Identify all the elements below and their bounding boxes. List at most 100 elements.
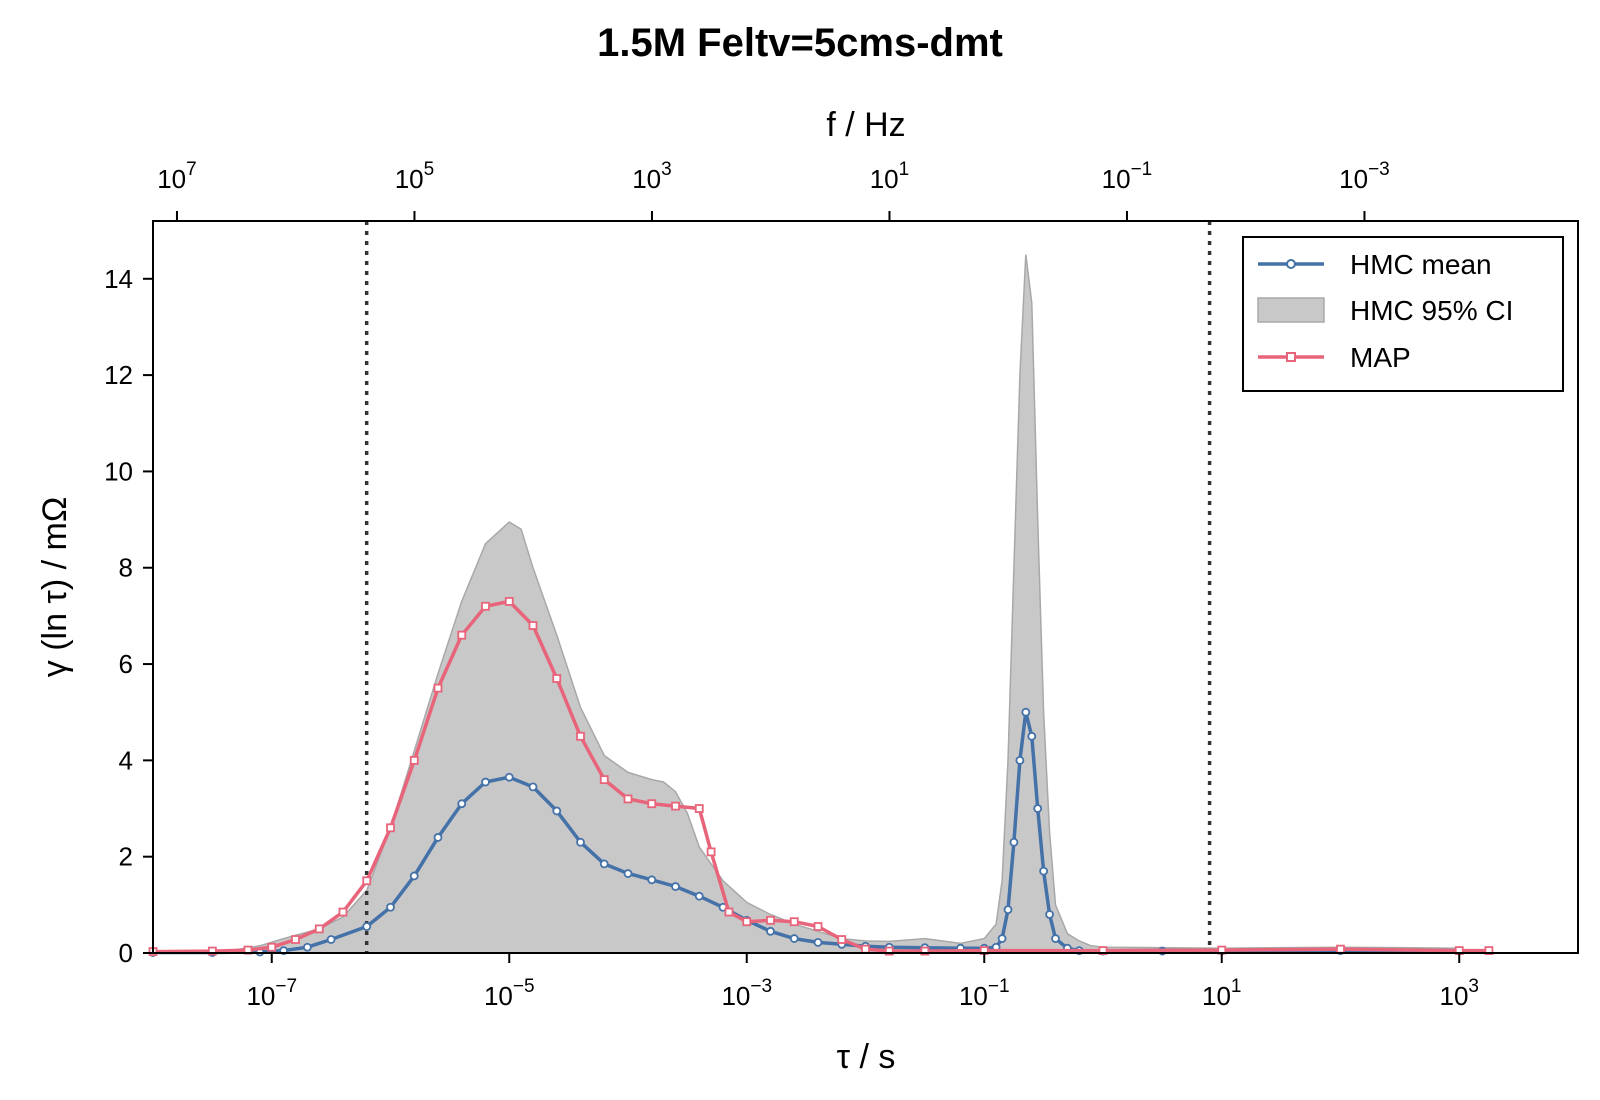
hmc-mean-point [481,777,490,787]
map-point [386,823,395,833]
top-axis-label: f / Hz [826,106,905,144]
top-tick-label: 101 [870,159,910,194]
map-point [623,794,633,804]
map-point [837,935,847,944]
map-point [671,801,680,811]
y-tick-label: 2 [119,842,133,872]
hmc-mean-point [1003,905,1013,915]
top-tick-label: 107 [157,159,197,194]
map-point [409,755,419,765]
hmc-mean-point [433,833,443,842]
legend-item: MAP [1258,342,1411,373]
hmc-mean-point [694,891,704,901]
y-axis-ticks: 0 2 4 6 8 10 12 14 [104,264,153,968]
x-tick-label: 10−7 [246,976,297,1011]
hmc-mean-point [528,782,538,792]
y-tick-label: 0 [119,938,133,968]
hmc-mean-point [1045,910,1054,919]
top-tick-label: 103 [632,159,672,194]
map-point [861,944,870,954]
map-point [457,630,467,640]
hmc-mean-point [623,869,633,878]
hmc-mean-point [302,942,312,952]
hmc-mean-point [997,934,1007,943]
hmc-mean-point [789,934,799,943]
hmc-mean-point [326,935,336,944]
top-tick-label: 105 [395,159,435,194]
map-point [789,917,799,927]
x-tick-label: 10−5 [484,976,535,1011]
map-point [362,876,372,886]
hmc-mean-point [813,938,823,947]
map-point [291,935,300,944]
top-tick-label: 10−3 [1339,159,1390,194]
x-axis-ticks: 10−7 10−5 10−3 10−1 101 103 [246,953,1479,1011]
map-point [766,915,775,925]
hmc-mean-point [362,922,372,931]
map-point [920,946,930,956]
map-point [742,917,752,927]
legend-label: HMC mean [1350,249,1492,280]
map-point [576,731,585,741]
map-point [504,597,514,606]
map-point [884,946,894,956]
y-tick-label: 6 [119,649,133,679]
legend-item: HMC 95% CI [1257,295,1513,326]
hmc-mean-point [1027,731,1037,741]
hmc-mean-point [647,875,657,885]
map-point [724,907,734,917]
y-tick-label: 4 [119,745,133,775]
hmc-mean-point [1009,837,1019,847]
map-line [152,599,1489,954]
hmc-mean-point [1051,934,1060,943]
map-point [1098,946,1108,955]
map-point [314,924,324,934]
hmc-mean-point [671,882,680,891]
legend-marker [1286,352,1296,362]
hmc-mean-point [409,871,419,881]
map-point [528,621,538,630]
y-tick-label: 10 [104,456,133,486]
map-point [552,674,562,683]
hmc-mean-point [1021,707,1031,717]
map-point [813,922,823,931]
y-tick-label: 8 [119,553,133,583]
legend: HMC mean HMC 95% CI MAP [1242,236,1564,392]
legend-swatch [1257,297,1325,323]
map-point [647,799,657,809]
chart-title: 1.5M Feltv=5cms-dmt [597,21,1003,65]
y-tick-label: 14 [104,264,133,294]
map-point [1336,944,1345,954]
hmc-mean-line [153,710,1460,955]
legend-marker [1286,259,1296,269]
y-tick-label: 12 [104,360,133,390]
legend-item: HMC mean [1258,249,1492,280]
top-tick-label: 10−1 [1102,159,1153,194]
x-tick-label: 103 [1440,976,1480,1011]
map-point [207,946,217,956]
hmc-mean-point [599,859,609,869]
map-point [481,601,490,611]
axes-frame [152,220,1579,954]
map-point [433,683,443,693]
x-tick-label: 101 [1202,976,1242,1011]
hmc-mean-point [504,772,514,782]
map-point [267,942,277,952]
map-point [599,775,609,785]
hmc-mean-point [1015,755,1025,765]
legend-label: MAP [1350,342,1411,373]
hmc-mean-point [552,806,562,816]
x-tick-label: 10−3 [721,976,772,1011]
hmc-mean-point [386,902,395,912]
hmc-mean-point [576,837,585,847]
hmc-mean-point [766,926,775,936]
hmc-mean-point [1039,866,1049,876]
x-tick-label: 10−1 [959,976,1010,1011]
hmc-mean-point [457,799,467,809]
map-point [706,847,716,857]
map-point [338,907,348,917]
x-axis-label: τ / s [837,1038,896,1076]
legend-label: HMC 95% CI [1350,295,1513,326]
map-point [694,804,704,813]
